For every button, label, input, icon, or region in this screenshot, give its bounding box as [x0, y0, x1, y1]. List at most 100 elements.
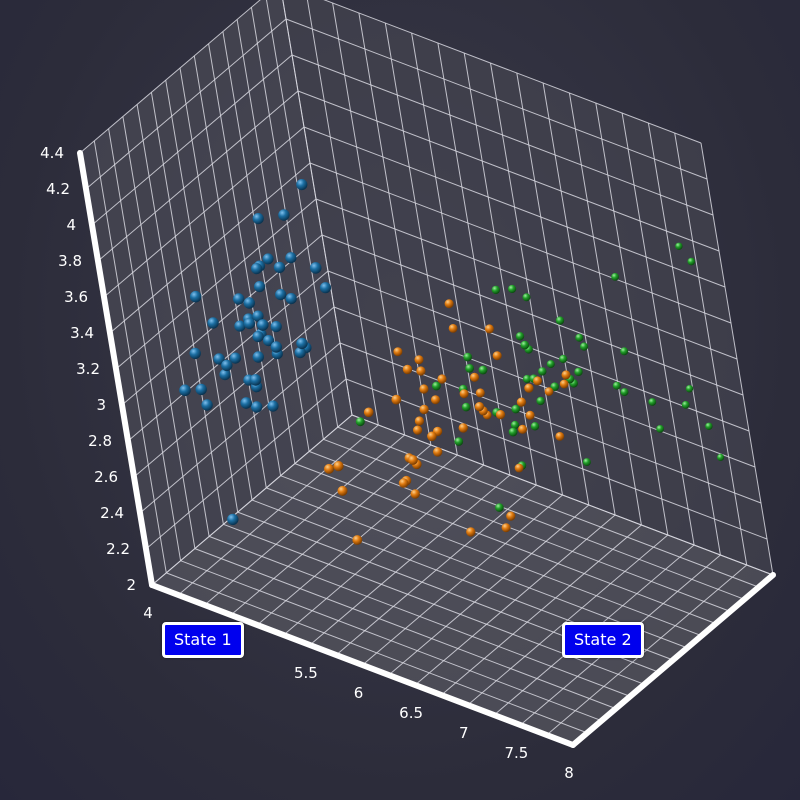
data-point	[189, 290, 202, 303]
grid-line-z-floor	[280, 475, 702, 637]
data-point	[240, 397, 252, 409]
y-tick-label: 2.6	[94, 468, 118, 486]
data-point	[252, 331, 264, 343]
data-point	[687, 257, 696, 266]
data-point	[189, 347, 201, 360]
grid-line-y-back	[285, 18, 708, 180]
x-tick-label: 4	[143, 604, 153, 622]
grid-line-z-left	[136, 104, 210, 537]
data-point	[525, 410, 535, 420]
data-point	[267, 400, 279, 412]
data-point	[518, 424, 528, 434]
data-point	[550, 382, 559, 392]
grid-line-z-left	[179, 67, 253, 501]
grid-line-z-floor	[180, 560, 602, 722]
data-point	[296, 179, 308, 191]
grid-line-z-left	[282, 0, 353, 416]
x-tick-label: 8	[564, 764, 574, 782]
grid-line-y-back	[315, 198, 738, 360]
data-point	[574, 367, 583, 377]
grid-line-z-floor	[351, 414, 774, 576]
state-2-label[interactable]: State 2	[562, 622, 644, 658]
data-point	[675, 242, 683, 250]
data-point	[251, 401, 263, 413]
data-point	[520, 340, 530, 350]
data-point	[530, 422, 540, 431]
data-point	[270, 321, 282, 333]
data-point	[391, 394, 402, 405]
data-point	[538, 367, 547, 376]
data-point	[233, 293, 245, 305]
grid-line-z-left	[108, 128, 182, 561]
x-axis-line	[149, 582, 576, 748]
data-point	[559, 379, 569, 389]
grid-line-z-left	[266, 0, 339, 428]
data-point	[285, 293, 297, 305]
grid-line-y-back	[291, 54, 714, 216]
data-point	[555, 432, 565, 441]
grid-line-z-floor	[294, 463, 717, 625]
data-point	[717, 453, 725, 461]
data-point	[478, 365, 488, 375]
data-point	[522, 293, 531, 302]
data-point	[270, 341, 282, 353]
data-point	[324, 463, 334, 474]
data-point	[612, 381, 621, 390]
data-point	[508, 427, 518, 437]
data-point	[475, 388, 485, 398]
grid-line-z-floor	[194, 548, 617, 710]
data-point	[195, 383, 207, 396]
y-tick-label: 2.8	[88, 432, 112, 450]
data-point	[179, 384, 191, 397]
x-tick-label: 6	[354, 684, 364, 702]
grid-line-y-back	[345, 378, 768, 540]
data-point	[561, 370, 571, 380]
data-point	[507, 284, 517, 294]
data-point	[620, 388, 629, 397]
axis-lines	[77, 150, 776, 748]
data-point	[275, 289, 287, 301]
grid-line-z-left	[222, 31, 296, 464]
data-point	[516, 397, 527, 407]
data-point	[398, 478, 409, 488]
data-point	[333, 461, 344, 472]
y-tick-label: 4	[66, 216, 76, 234]
data-point	[252, 351, 264, 363]
data-point	[227, 513, 239, 526]
x-tick-label: 5.5	[294, 664, 318, 682]
data-point	[484, 324, 494, 334]
data-point	[419, 384, 429, 394]
data-point	[416, 366, 426, 376]
data-point	[229, 352, 241, 364]
data-point	[491, 285, 500, 295]
data-point	[444, 299, 454, 309]
data-point	[555, 316, 565, 325]
data-point	[243, 297, 255, 309]
data-point	[463, 352, 473, 362]
y-tick-label: 2.2	[106, 540, 130, 558]
data-point	[454, 437, 464, 446]
data-point	[611, 273, 619, 281]
data-point	[681, 401, 690, 409]
y-tick-label: 3.6	[64, 288, 88, 306]
grid-line-z-floor	[208, 535, 631, 697]
data-point	[432, 381, 441, 391]
data-point	[685, 385, 694, 393]
data-point	[254, 281, 266, 293]
data-point	[427, 431, 437, 442]
data-point	[219, 369, 231, 381]
x-tick-label: 7.5	[504, 744, 528, 762]
data-point	[536, 396, 545, 406]
data-point	[656, 425, 664, 433]
data-point	[413, 425, 423, 435]
data-point	[431, 395, 440, 405]
data-point	[501, 523, 511, 533]
data-point	[402, 364, 413, 375]
data-point	[363, 407, 374, 418]
data-point	[648, 398, 657, 406]
data-point	[414, 355, 424, 365]
data-point	[511, 404, 521, 414]
state-1-label[interactable]: State 1	[162, 622, 244, 658]
data-point	[252, 310, 264, 322]
